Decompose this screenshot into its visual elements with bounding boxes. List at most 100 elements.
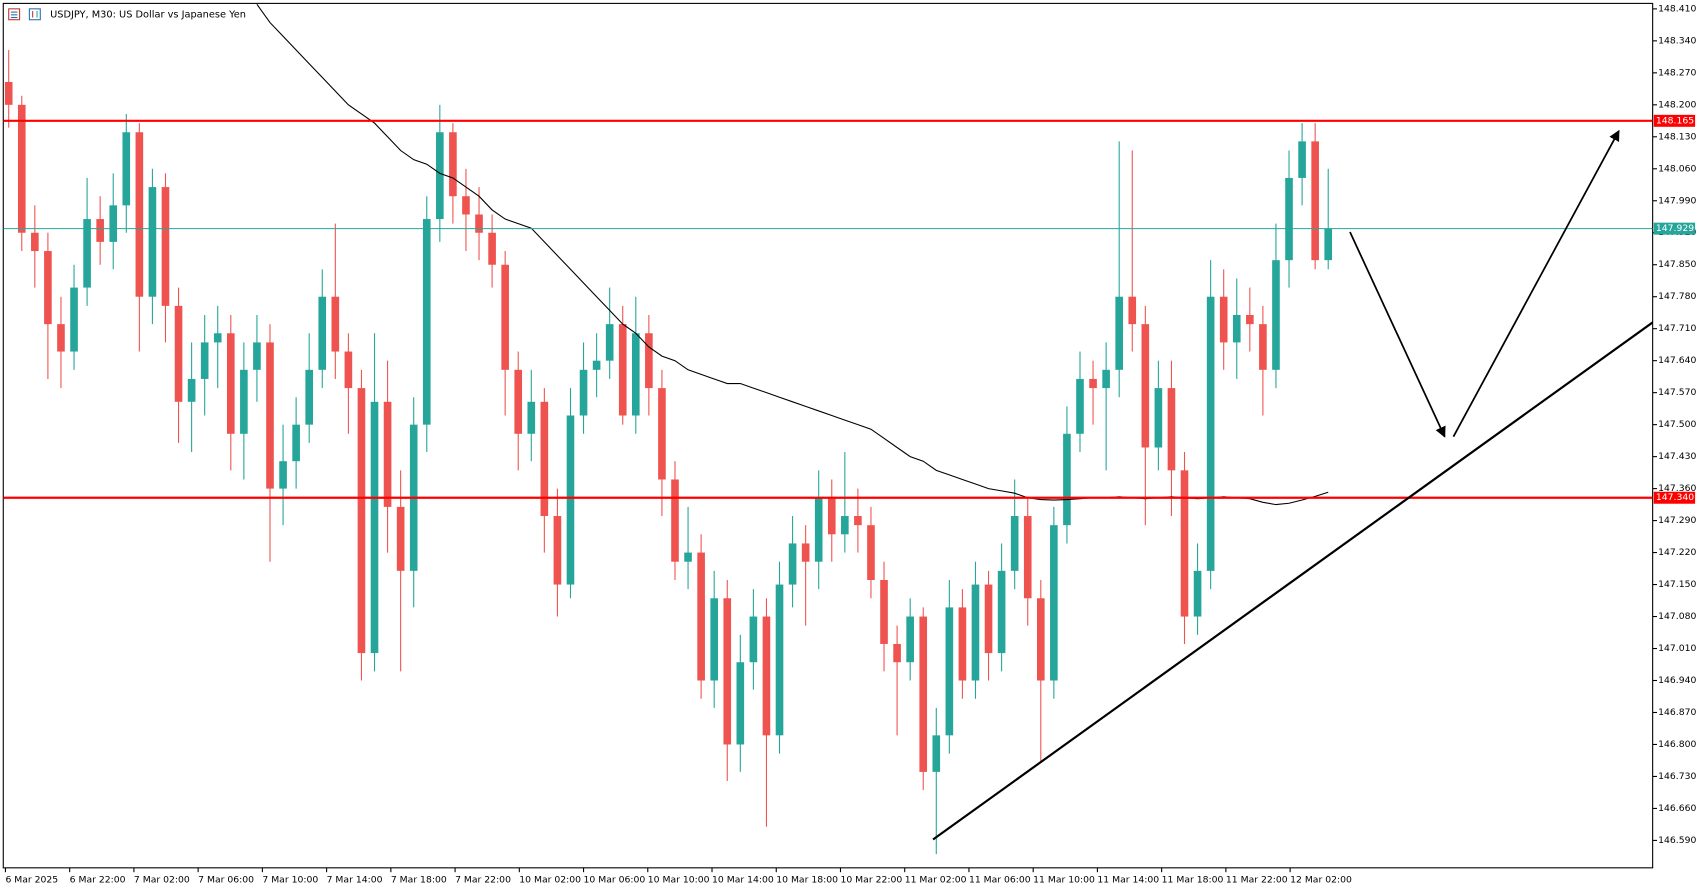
candle-body <box>331 296 340 352</box>
candle-body <box>801 543 810 562</box>
candle-body <box>292 424 300 462</box>
candle-body <box>1232 314 1241 343</box>
candle-body <box>370 401 379 654</box>
candle-body <box>684 552 692 562</box>
candle-body <box>1154 388 1163 448</box>
candle-body <box>1076 378 1084 434</box>
candle-body <box>566 415 575 585</box>
price-tag <box>1653 222 1696 235</box>
candle-body <box>1010 516 1019 571</box>
x-tick-label: 6 Mar 22:00 <box>70 874 126 885</box>
plot-area <box>3 3 1653 855</box>
candle-body <box>592 360 601 370</box>
candle-body <box>57 324 65 352</box>
candle-body <box>122 132 131 206</box>
candle-body <box>749 616 758 663</box>
moving-average <box>256 3 1329 506</box>
candle-body <box>645 333 653 389</box>
candle-body <box>1102 369 1110 389</box>
x-tick-label: 12 Mar 02:00 <box>1290 874 1352 885</box>
candle-body <box>422 219 431 425</box>
candle-body <box>44 251 52 325</box>
y-tick-label: 147.430 <box>1658 451 1696 462</box>
y-tick-label: 147.220 <box>1658 547 1696 558</box>
candle-body <box>1206 296 1215 571</box>
y-tick-label: 148.410 <box>1658 3 1696 14</box>
y-tick-label: 146.870 <box>1658 707 1696 718</box>
y-tick-label: 146.800 <box>1658 739 1696 750</box>
y-tick-label: 146.940 <box>1658 675 1696 686</box>
candle-body <box>226 333 235 434</box>
candle-body <box>1272 260 1280 370</box>
x-tick-label: 11 Mar 10:00 <box>1033 874 1095 885</box>
candle-body <box>31 232 39 252</box>
x-tick-label: 11 Mar 06:00 <box>969 874 1031 885</box>
y-tick-label: 147.150 <box>1658 579 1696 590</box>
candle-body <box>514 369 523 434</box>
y-tick-label: 146.660 <box>1658 803 1696 814</box>
y-tick-label: 147.290 <box>1658 515 1696 526</box>
candle-body <box>631 333 640 416</box>
candle-body <box>893 643 901 663</box>
y-tick-label: 148.340 <box>1658 35 1696 46</box>
candle-body <box>240 369 248 434</box>
candle-body <box>17 104 26 233</box>
candle-body <box>318 296 327 370</box>
candle-body <box>579 369 588 416</box>
y-tick-label: 146.590 <box>1658 835 1696 846</box>
candle-body <box>788 543 797 585</box>
level-label: 148.165 <box>1656 115 1694 126</box>
candle-body <box>958 607 967 681</box>
candle-body <box>919 616 928 772</box>
x-tick-label: 11 Mar 22:00 <box>1226 874 1288 885</box>
candle-body <box>344 351 353 389</box>
candle-body <box>488 232 496 265</box>
trend-line <box>932 321 1653 841</box>
candle-body <box>1311 141 1319 261</box>
candle-body <box>841 516 849 535</box>
candle-body <box>1246 314 1254 325</box>
candle-body <box>1193 570 1202 617</box>
x-tick-label: 6 Mar 2025 <box>5 874 58 885</box>
candle-body <box>527 401 536 434</box>
candle-body <box>854 516 862 526</box>
y-tick-label: 147.640 <box>1658 355 1696 366</box>
annotations <box>932 129 1653 841</box>
x-tick-label: 7 Mar 22:00 <box>455 874 511 885</box>
plot-frame <box>2 2 1654 869</box>
candle-body <box>1063 433 1071 526</box>
candle-body <box>984 584 993 654</box>
x-tick-label: 11 Mar 18:00 <box>1162 874 1224 885</box>
candle-body <box>1128 296 1137 325</box>
candle-body <box>553 516 562 585</box>
level-label: 147.340 <box>1656 492 1694 503</box>
candle-body <box>710 598 719 681</box>
candle-body <box>880 579 888 644</box>
candle-body <box>1115 296 1123 370</box>
candle-body <box>135 132 144 297</box>
candle-body <box>997 570 1006 654</box>
candle-body <box>253 342 261 370</box>
candle-body <box>396 506 405 571</box>
candle-body <box>906 616 914 663</box>
arrow-down <box>1349 231 1446 438</box>
candle-body <box>187 378 196 402</box>
candle-body <box>658 388 666 480</box>
y-tick-label: 147.570 <box>1658 387 1696 398</box>
y-tick-label: 147.010 <box>1658 643 1696 654</box>
candle-body <box>1167 388 1176 471</box>
candle-body <box>4 81 13 105</box>
x-tick-label: 7 Mar 14:00 <box>327 874 383 885</box>
candle-body <box>1089 378 1097 389</box>
candle-body <box>305 369 314 425</box>
x-tick-label: 10 Mar 02:00 <box>519 874 581 885</box>
candle-body <box>1298 141 1306 178</box>
candle-body <box>475 214 483 233</box>
y-tick-label: 147.360 <box>1658 483 1696 494</box>
candle-body <box>971 584 980 681</box>
arrow-up <box>1452 129 1620 438</box>
x-tick-label: 7 Mar 02:00 <box>134 874 190 885</box>
candle-body <box>383 401 392 507</box>
candle-body <box>1050 525 1058 681</box>
